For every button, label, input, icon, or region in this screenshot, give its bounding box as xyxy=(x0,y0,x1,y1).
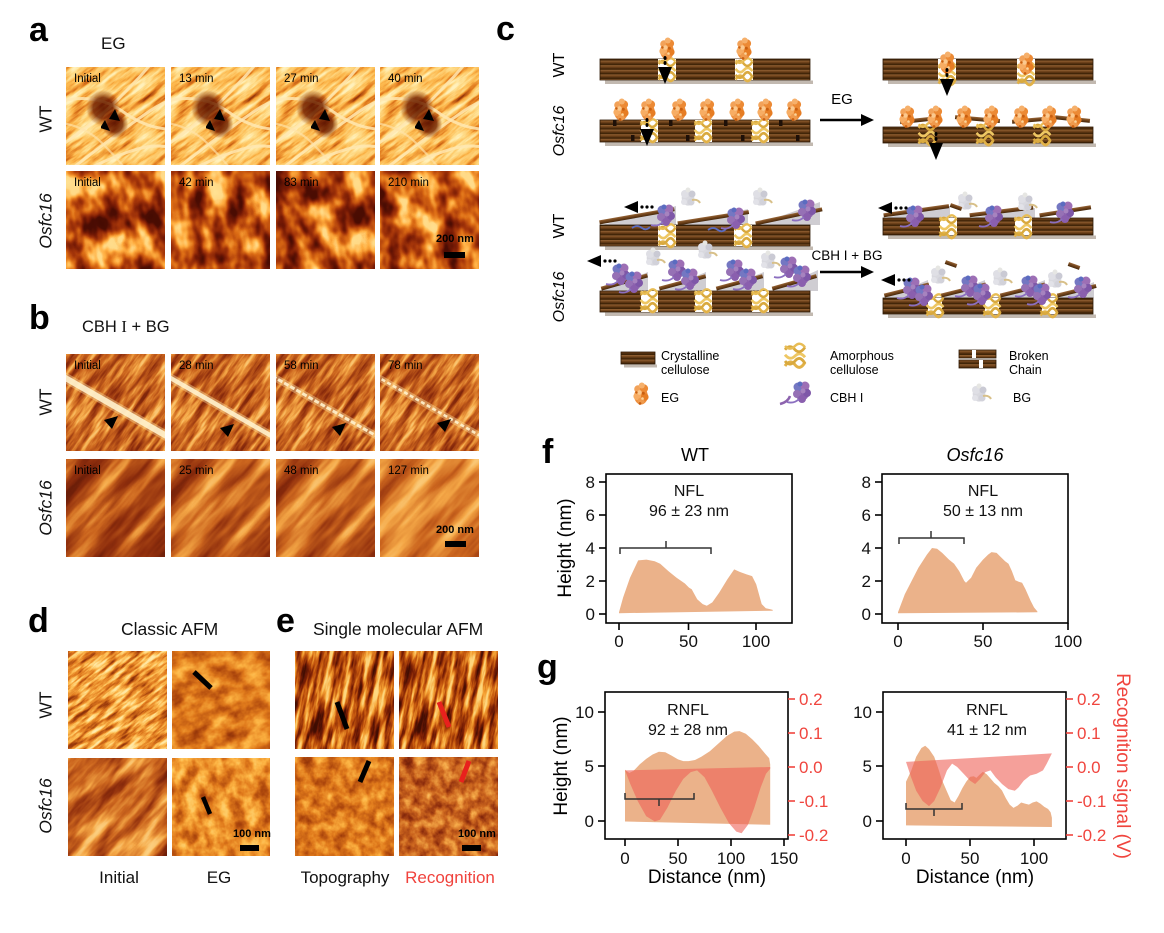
svg-text:8: 8 xyxy=(586,473,595,492)
svg-text:NFL: NFL xyxy=(674,483,704,500)
svg-text:Osfc16: Osfc16 xyxy=(551,272,568,323)
svg-text:5: 5 xyxy=(585,757,594,776)
svg-text:0: 0 xyxy=(586,605,595,624)
svg-text:EG: EG xyxy=(831,91,853,108)
svg-text:0: 0 xyxy=(614,632,623,651)
svg-text:2: 2 xyxy=(586,572,595,591)
svg-text:Osfc16: Osfc16 xyxy=(551,106,568,157)
svg-text:2: 2 xyxy=(862,572,871,591)
svg-text:Crystalline: Crystalline xyxy=(661,349,719,363)
svg-text:-0.2: -0.2 xyxy=(799,826,828,845)
svg-text:0.1: 0.1 xyxy=(1077,724,1101,743)
svg-text:0.0: 0.0 xyxy=(1077,758,1101,777)
svg-text:4: 4 xyxy=(862,539,871,558)
svg-text:-0.2: -0.2 xyxy=(1077,826,1106,845)
svg-text:100: 100 xyxy=(717,849,745,868)
svg-text:10: 10 xyxy=(853,703,872,722)
svg-text:0.2: 0.2 xyxy=(1077,690,1101,709)
svg-text:50: 50 xyxy=(669,849,688,868)
svg-text:NFL: NFL xyxy=(968,483,998,500)
svg-text:BG: BG xyxy=(1013,391,1031,405)
svg-text:CBH I + BG: CBH I + BG xyxy=(812,248,883,263)
svg-text:RNFL: RNFL xyxy=(667,702,709,719)
svg-text:4: 4 xyxy=(586,539,595,558)
svg-text:0: 0 xyxy=(620,849,629,868)
svg-text:0: 0 xyxy=(901,849,910,868)
svg-text:0.1: 0.1 xyxy=(799,724,823,743)
svg-text:0.2: 0.2 xyxy=(799,690,823,709)
svg-text:cellulose: cellulose xyxy=(830,363,879,377)
svg-text:Distance (nm): Distance (nm) xyxy=(648,867,766,888)
svg-text:WT: WT xyxy=(681,445,709,465)
svg-text:8: 8 xyxy=(862,473,871,492)
svg-text:96 ± 23 nm: 96 ± 23 nm xyxy=(649,503,729,520)
svg-text:100: 100 xyxy=(742,632,770,651)
svg-text:CBH I: CBH I xyxy=(830,391,863,405)
svg-text:6: 6 xyxy=(862,506,871,525)
svg-text:50: 50 xyxy=(974,632,993,651)
svg-text:50 ± 13 nm: 50 ± 13 nm xyxy=(943,503,1023,520)
svg-text:Chain: Chain xyxy=(1009,363,1042,377)
svg-text:WT: WT xyxy=(551,52,568,77)
svg-text:150: 150 xyxy=(770,849,798,868)
svg-text:WT: WT xyxy=(551,213,568,238)
svg-text:6: 6 xyxy=(586,506,595,525)
svg-text:-0.1: -0.1 xyxy=(1077,792,1106,811)
svg-text:Amorphous: Amorphous xyxy=(830,349,894,363)
svg-text:Recognition signal (V): Recognition signal (V) xyxy=(1112,673,1133,859)
svg-text:41 ± 12 nm: 41 ± 12 nm xyxy=(947,722,1027,739)
svg-text:50: 50 xyxy=(679,632,698,651)
svg-text:Height (nm): Height (nm) xyxy=(555,498,576,597)
svg-text:100: 100 xyxy=(1054,632,1082,651)
svg-text:0: 0 xyxy=(863,812,872,831)
svg-text:5: 5 xyxy=(863,757,872,776)
svg-text:0: 0 xyxy=(585,812,594,831)
svg-text:50: 50 xyxy=(961,849,980,868)
svg-text:100: 100 xyxy=(1020,849,1048,868)
svg-text:Height (nm): Height (nm) xyxy=(551,716,572,815)
svg-text:0.0: 0.0 xyxy=(799,758,823,777)
svg-text:RNFL: RNFL xyxy=(966,702,1008,719)
svg-text:92 ± 28 nm: 92 ± 28 nm xyxy=(648,722,728,739)
svg-text:Distance (nm): Distance (nm) xyxy=(916,867,1034,888)
svg-text:0: 0 xyxy=(862,605,871,624)
svg-text:10: 10 xyxy=(575,703,594,722)
svg-text:0: 0 xyxy=(893,632,902,651)
svg-text:-0.1: -0.1 xyxy=(799,792,828,811)
svg-text:EG: EG xyxy=(661,391,679,405)
svg-text:Osfc16: Osfc16 xyxy=(946,445,1004,465)
svg-text:Broken: Broken xyxy=(1009,349,1049,363)
svg-text:cellulose: cellulose xyxy=(661,363,710,377)
